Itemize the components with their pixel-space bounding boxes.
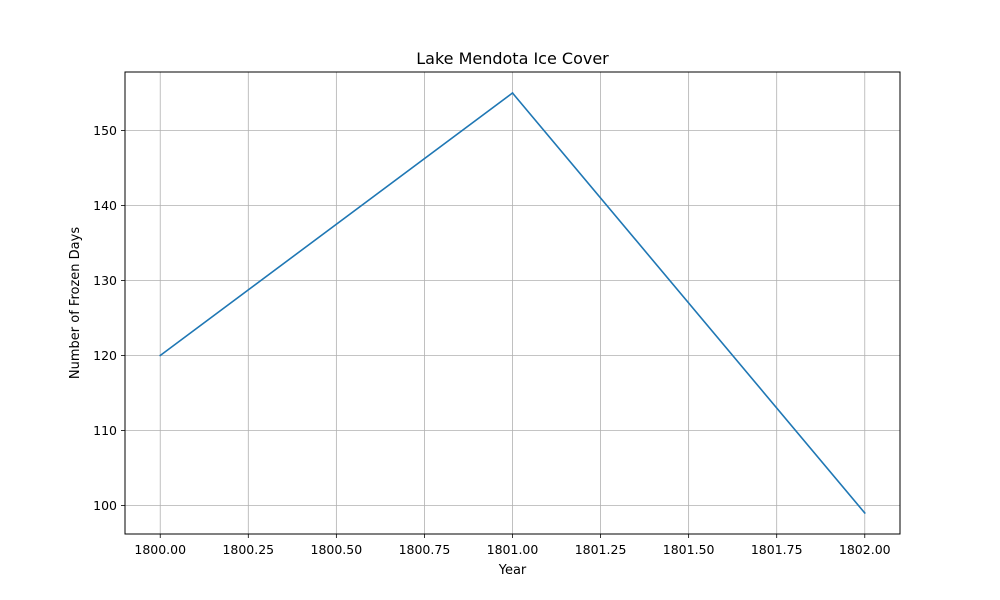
x-tick-label: 1801.75 <box>751 542 803 557</box>
y-axis-ticks: 100 110 120 130 140 150 <box>93 123 125 513</box>
y-tick-label: 140 <box>93 198 117 213</box>
y-tick-label: 150 <box>93 123 117 138</box>
y-tick-label: 120 <box>93 348 117 363</box>
y-tick-label: 130 <box>93 273 117 288</box>
data-point <box>863 512 866 514</box>
x-tick-label: 1800.25 <box>222 542 274 557</box>
x-tick-label: 1800.50 <box>311 542 363 557</box>
x-axis-label: Year <box>498 563 527 578</box>
y-axis-label: Number of Frozen Days <box>68 227 83 379</box>
series-layer <box>159 92 866 514</box>
data-point <box>159 354 162 357</box>
y-tick-label: 100 <box>93 498 117 513</box>
data-point <box>511 92 514 94</box>
x-tick-label: 1800.75 <box>399 542 451 557</box>
x-axis-ticks: 1800.00 1800.25 1800.50 1800.75 1801.00 1801.… <box>134 534 891 557</box>
x-tick-label: 1801.25 <box>575 542 627 557</box>
x-tick-label: 1801.50 <box>663 542 715 557</box>
x-tick-label: 1802.00 <box>839 542 891 557</box>
x-tick-label: 1801.00 <box>487 542 539 557</box>
y-tick-label: 110 <box>93 423 117 438</box>
x-tick-label: 1800.00 <box>134 542 186 557</box>
chart-title: Lake Mendota Ice Cover <box>416 49 609 68</box>
